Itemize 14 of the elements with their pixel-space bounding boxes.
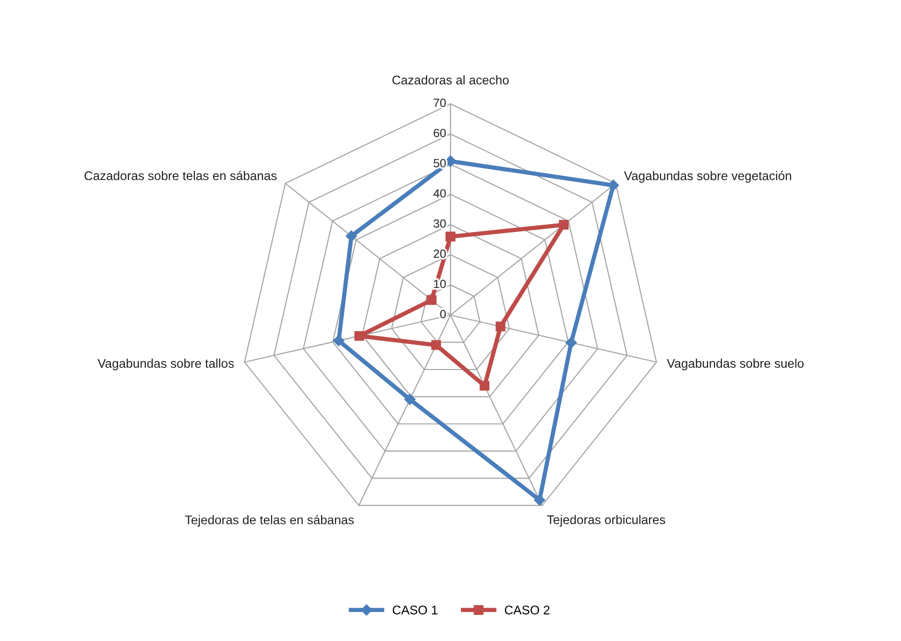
- legend-label: CASO 1: [392, 606, 438, 614]
- y-tick-label: 70: [434, 98, 446, 108]
- spoke-label: Vagabundas sobre vegetación: [624, 170, 792, 183]
- spoke-label: Cazadoras sobre telas en sábanas: [84, 170, 277, 180]
- spoke-label: Vagabundas sobre tallos: [98, 358, 234, 370]
- spoke-label: Cazadoras al acecho: [392, 75, 509, 84]
- y-tick-label: 60: [434, 128, 446, 138]
- legend-label: CASO 2: [504, 606, 550, 614]
- y-tick-label: 40: [433, 189, 446, 198]
- spoke-label: Vagabundas sobre suelo: [666, 358, 804, 370]
- y-tick-label: 0: [440, 310, 446, 318]
- spoke-label: Tejedoras orbiculares: [547, 514, 666, 527]
- spoke-label: Tejedoras de telas en sábanas: [184, 514, 354, 527]
- y-tick-label: 30: [434, 219, 446, 228]
